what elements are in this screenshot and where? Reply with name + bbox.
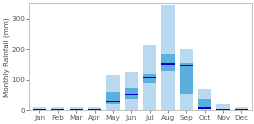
Bar xyxy=(106,101,119,102)
Bar xyxy=(161,54,174,71)
Y-axis label: Monthly Rainfall (mm): Monthly Rainfall (mm) xyxy=(4,17,10,97)
Bar xyxy=(124,107,137,110)
Bar xyxy=(234,109,247,110)
Bar xyxy=(69,108,83,110)
Bar xyxy=(69,107,83,110)
Bar xyxy=(88,107,101,110)
Bar xyxy=(51,108,64,110)
Bar xyxy=(161,5,174,89)
Bar xyxy=(142,74,156,83)
Bar xyxy=(197,107,211,108)
Bar xyxy=(142,45,156,94)
Bar xyxy=(161,63,174,65)
Bar xyxy=(88,108,101,110)
Bar xyxy=(142,77,156,78)
Bar xyxy=(106,75,119,110)
Bar xyxy=(51,107,64,110)
Bar xyxy=(33,107,46,110)
Bar xyxy=(124,88,137,99)
Bar xyxy=(197,99,211,109)
Bar xyxy=(216,108,229,110)
Bar xyxy=(124,94,137,95)
Bar xyxy=(69,108,83,110)
Bar xyxy=(179,49,192,109)
Bar xyxy=(33,108,46,110)
Bar xyxy=(234,109,247,110)
Bar xyxy=(179,65,192,66)
Bar xyxy=(106,92,119,104)
Bar xyxy=(124,72,137,107)
Bar xyxy=(197,89,211,110)
Bar xyxy=(88,108,101,110)
Bar xyxy=(142,94,156,110)
Bar xyxy=(234,107,247,110)
Bar xyxy=(179,63,192,94)
Bar xyxy=(179,109,192,110)
Bar xyxy=(216,104,229,110)
Bar xyxy=(161,89,174,110)
Bar xyxy=(216,108,229,110)
Bar xyxy=(33,108,46,110)
Bar xyxy=(51,108,64,110)
